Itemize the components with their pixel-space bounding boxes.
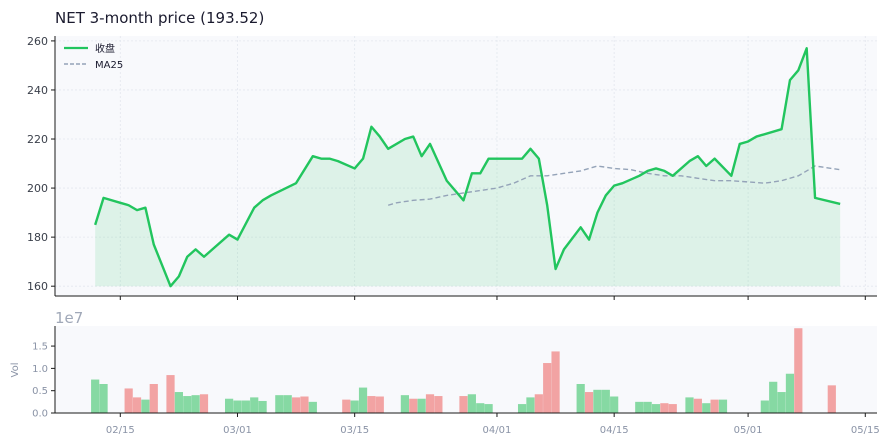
volume-bar xyxy=(643,401,652,413)
volume-bar xyxy=(166,375,175,413)
price-y-tick-label: 160 xyxy=(27,280,48,293)
price-area-path xyxy=(95,48,841,287)
volume-bar xyxy=(342,399,351,413)
volume-bar xyxy=(425,394,435,413)
volume-bar xyxy=(124,388,133,413)
volume-bar xyxy=(225,398,234,413)
volume-bar xyxy=(308,401,317,413)
volume-bar xyxy=(601,389,610,413)
volume-bar xyxy=(199,394,209,413)
volume-bar xyxy=(417,398,426,413)
volume-bar xyxy=(534,394,543,413)
volume-bar xyxy=(183,396,192,413)
volume-bar xyxy=(291,397,301,413)
volume-bar xyxy=(300,396,309,413)
volume-scale-note: 1e7 xyxy=(55,309,83,327)
volume-y-axis: 0.0 0.5 1.0 1.5 xyxy=(32,342,55,420)
volume-bar xyxy=(702,403,711,413)
volume-bar xyxy=(827,385,836,413)
volume-bars xyxy=(91,328,836,413)
volume-bar xyxy=(785,373,795,413)
volume-bar xyxy=(241,400,250,413)
volume-bar xyxy=(358,387,368,413)
volume-bar xyxy=(660,403,669,413)
volume-bar xyxy=(283,395,292,413)
price-y-tick-label: 220 xyxy=(27,133,48,146)
volume-bar xyxy=(584,392,594,413)
volume-y-tick-label: 1.0 xyxy=(32,364,48,375)
volume-bar xyxy=(685,397,694,413)
volume-bar xyxy=(434,396,443,413)
volume-bar xyxy=(400,395,409,413)
volume-bar xyxy=(769,381,778,413)
volume-bar xyxy=(593,389,602,413)
volume-bar xyxy=(250,397,259,413)
volume-x-tick-label: 05/15 xyxy=(851,425,880,436)
volume-bar xyxy=(141,399,150,413)
volume-bar xyxy=(668,404,677,413)
volume-bar xyxy=(350,400,359,413)
price-line xyxy=(94,47,841,288)
volume-bar xyxy=(367,396,376,413)
volume-x-tick-label: 04/01 xyxy=(483,425,512,436)
volume-bar xyxy=(132,397,142,413)
price-x-ticks xyxy=(119,296,866,300)
legend: 收盘 MA25 xyxy=(64,42,123,71)
volume-bar xyxy=(651,404,661,413)
volume-bar xyxy=(99,384,108,413)
volume-x-ticks: 02/15 03/01 03/15 04/01 04/15 05/01 05/15 xyxy=(106,413,880,436)
volume-bar xyxy=(551,351,560,413)
volume-x-tick-label: 03/15 xyxy=(340,425,369,436)
volume-x-tick-label: 04/15 xyxy=(600,425,629,436)
volume-bar xyxy=(91,379,100,413)
volume-bar xyxy=(275,395,284,413)
volume-bar xyxy=(718,399,728,413)
price-y-tick-label: 200 xyxy=(27,182,48,195)
chart-title: NET 3-month price (193.52) xyxy=(55,9,264,27)
volume-y-label: Vol xyxy=(10,363,21,378)
volume-x-tick-label: 03/01 xyxy=(223,425,252,436)
volume-bar xyxy=(409,398,418,413)
volume-bar xyxy=(149,384,158,413)
volume-bar xyxy=(174,392,183,413)
volume-bar xyxy=(693,398,702,413)
volume-y-tick-label: 0.0 xyxy=(32,409,48,420)
volume-bar xyxy=(476,403,485,413)
ma25-line xyxy=(387,165,841,206)
volume-bar xyxy=(526,397,535,413)
volume-bar xyxy=(543,363,552,413)
volume-bar xyxy=(517,404,527,413)
price-y-tick-label: 240 xyxy=(27,84,48,97)
volume-x-tick-label: 05/01 xyxy=(734,425,763,436)
legend-label-ma: MA25 xyxy=(95,60,123,71)
volume-bar xyxy=(484,404,493,413)
price-grid xyxy=(55,36,877,296)
volume-bar xyxy=(760,400,769,413)
volume-y-tick-label: 1.5 xyxy=(32,342,48,353)
volume-bar xyxy=(794,328,803,413)
volume-bar xyxy=(467,394,476,413)
volume-bar xyxy=(375,396,384,413)
volume-y-tick-label: 0.5 xyxy=(32,386,48,397)
volume-bar xyxy=(576,384,585,413)
price-lines xyxy=(94,47,841,288)
price-y-tick-label: 180 xyxy=(27,231,48,244)
price-y-axis: 160 180 200 220 240 260 xyxy=(27,35,55,293)
volume-x-tick-label: 02/15 xyxy=(106,425,135,436)
legend-label-price: 收盘 xyxy=(95,42,115,55)
volume-bar xyxy=(710,399,719,413)
price-y-tick-label: 260 xyxy=(27,35,48,48)
volume-bar xyxy=(459,396,468,413)
volume-bar xyxy=(233,400,242,413)
volume-bar xyxy=(635,401,644,413)
volume-bar xyxy=(777,392,786,413)
volume-bar xyxy=(191,395,200,413)
volume-bar xyxy=(610,396,619,413)
price-area-fill xyxy=(95,48,841,287)
volume-bar xyxy=(258,400,267,413)
